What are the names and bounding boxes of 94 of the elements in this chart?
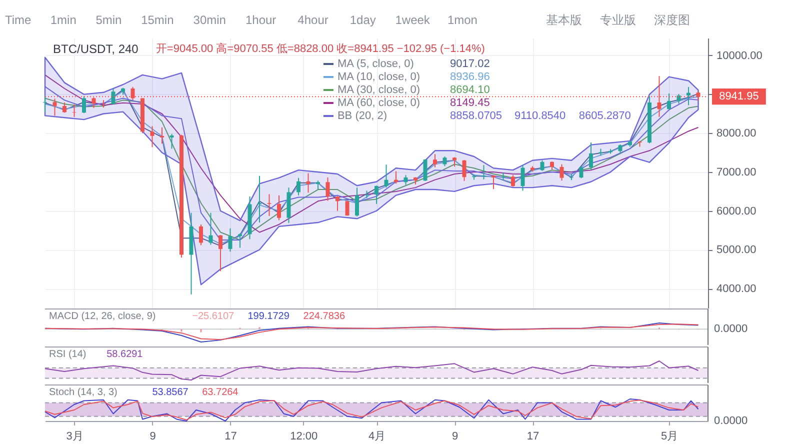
text: 专业版 — [600, 13, 636, 27]
candlestick — [462, 159, 466, 182]
y-tick-label: 5000.00 — [716, 244, 756, 256]
candlestick — [384, 164, 388, 188]
candlestick — [579, 166, 584, 179]
annotation: 8936.96 — [450, 71, 490, 83]
candlestick — [374, 185, 378, 204]
chart-title: RSI (14) — [49, 349, 86, 360]
y-tick-label: 6000.00 — [716, 205, 756, 218]
x-tick-label: 9 — [150, 430, 156, 442]
legend-label: BB (20, 2) — [337, 110, 387, 122]
candlestick — [355, 187, 359, 217]
candlestick — [404, 174, 408, 186]
legend-label: MA (60, close, 0) — [337, 97, 420, 109]
text: 224.7836 — [303, 311, 346, 322]
x-tick-label: 12:00 — [290, 430, 318, 442]
text: 深度图 — [654, 13, 690, 27]
candlestick — [492, 174, 496, 190]
candlestick — [442, 156, 447, 167]
annotation: 8858.0705 — [450, 110, 502, 122]
annotation: 8694.10 — [450, 84, 490, 96]
y-tick-label: 4000.00 — [716, 283, 756, 296]
ref-line-label: 8941.95 — [719, 90, 759, 103]
candlestick — [686, 86, 690, 106]
legend-label: MA (5, close, 0) — [337, 58, 414, 70]
chart-title: Stoch (14, 3, 3) — [49, 387, 118, 398]
text: 53.8567 — [152, 387, 189, 398]
y-tick-label: 7000.00 — [716, 166, 756, 179]
candlestick — [82, 96, 86, 114]
text: 1min — [50, 13, 76, 27]
candlestick — [326, 176, 330, 202]
candlestick — [228, 228, 232, 252]
candlestick — [589, 142, 593, 171]
text: 1week — [395, 13, 431, 27]
candlestick — [62, 102, 66, 114]
x-tick-label: 17 — [224, 430, 237, 442]
chart-title: BTC/USDT, 240 — [53, 42, 139, 56]
candlestick — [208, 212, 213, 246]
x-tick-label: 5月 — [660, 430, 678, 442]
legend-label: MA (10, close, 0) — [337, 71, 420, 83]
candlestick — [296, 177, 300, 196]
candlestick — [306, 172, 310, 194]
candlestick — [316, 180, 320, 190]
x-tick-label: 4月 — [368, 430, 386, 442]
candlestick — [72, 104, 76, 118]
text: −25.6107 — [192, 311, 235, 322]
candlestick — [267, 194, 272, 216]
x-tick-label: 9 — [452, 430, 458, 442]
candlestick — [618, 144, 622, 154]
text: 63.7264 — [202, 387, 239, 398]
text: 199.1729 — [248, 311, 290, 322]
candlestick — [560, 164, 564, 182]
text: Time — [5, 13, 32, 27]
x-tick-label: 3月 — [66, 430, 84, 442]
candlestick — [170, 133, 174, 150]
annotation: 8605.2870 — [578, 110, 631, 122]
annotation: 9017.02 — [450, 58, 490, 70]
y-tick-label: 10000.00 — [716, 50, 762, 62]
text: 0.0000 — [714, 323, 748, 336]
text: 1mon — [447, 13, 478, 27]
text: 0.0000 — [714, 415, 748, 427]
candlestick — [540, 160, 544, 172]
candlestick — [218, 234, 222, 272]
candlestick — [667, 93, 671, 110]
text: 基本版 — [546, 13, 582, 27]
text: 1hour — [245, 13, 276, 27]
annotation: 9110.8540 — [514, 110, 566, 122]
candlestick — [238, 232, 242, 248]
candlestick — [199, 224, 203, 246]
candlestick — [423, 158, 428, 182]
chart-title: MACD (12, 26, close, 9) — [49, 311, 156, 322]
candlestick — [482, 164, 486, 180]
candlestick — [111, 88, 116, 105]
text: 开=9045.00 高=9070.55 低=8828.00 收=8941.95 −102.95 (−1.14%) — [156, 42, 485, 55]
candlestick — [102, 100, 106, 108]
candlestick — [433, 154, 437, 168]
legend-label: MA (30, close, 0) — [337, 84, 420, 96]
candlestick — [160, 126, 164, 144]
candlestick — [520, 164, 525, 192]
text: 15min — [141, 13, 174, 27]
x-tick-label: 17 — [526, 430, 540, 442]
text: 4hour — [298, 13, 328, 27]
y-tick-label: 8000.00 — [716, 128, 756, 140]
text: 30min — [193, 13, 226, 27]
candlestick — [150, 126, 154, 148]
candlestick — [511, 174, 515, 188]
text: 58.6291 — [106, 349, 144, 360]
candlestick — [258, 175, 262, 224]
annotation: 8149.45 — [450, 97, 490, 109]
text: 1day — [350, 13, 376, 27]
candlestick — [336, 196, 340, 212]
candlestick — [676, 93, 681, 104]
text: 5min — [96, 13, 122, 27]
candlestick — [277, 194, 281, 221]
